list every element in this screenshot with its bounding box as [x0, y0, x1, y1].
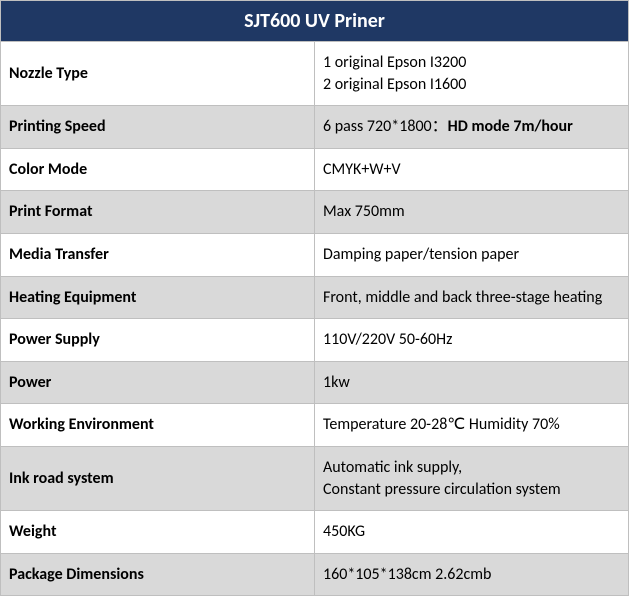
table-title: SJT600 UV Priner [1, 1, 629, 42]
spec-label: Printing Speed [1, 106, 315, 149]
spec-value-bold: HD mode 7m/hour [448, 117, 573, 136]
table-row: Power Supply 110V/220V 50-60Hz [1, 319, 629, 362]
table-row: Printing Speed 6 pass 720*1800：HD mode 7… [1, 106, 629, 149]
spec-value: 160*105*138cm 2.62cmb [315, 553, 629, 596]
spec-value-line: Automatic ink supply, [323, 458, 462, 477]
spec-label: Package Dimensions [1, 553, 315, 596]
spec-value-line: 2 original Epson I1600 [323, 75, 466, 94]
table-row: Media Transfer Damping paper/tension pap… [1, 233, 629, 276]
spec-label: Ink road system [1, 446, 315, 510]
table-row: Heating Equipment Front, middle and back… [1, 276, 629, 319]
spec-value: Damping paper/tension paper [315, 233, 629, 276]
table-row: Package Dimensions 160*105*138cm 2.62cmb [1, 553, 629, 596]
spec-value: 1kw [315, 361, 629, 404]
spec-value: 450KG [315, 511, 629, 554]
spec-value: CMYK+W+V [315, 148, 629, 191]
spec-label: Working Environment [1, 404, 315, 447]
spec-label: Weight [1, 511, 315, 554]
spec-value-line: 1 original Epson I3200 [323, 53, 466, 72]
table-row: Power 1kw [1, 361, 629, 404]
spec-label: Print Format [1, 191, 315, 234]
spec-value: 6 pass 720*1800：HD mode 7m/hour [315, 106, 629, 149]
table-row: Weight 450KG [1, 511, 629, 554]
spec-label: Nozzle Type [1, 42, 315, 106]
table-row: Color Mode CMYK+W+V [1, 148, 629, 191]
spec-value: 1 original Epson I3200 2 original Epson … [315, 42, 629, 106]
spec-value: Temperature 20-28℃ Humidity 70% [315, 404, 629, 447]
spec-label: Media Transfer [1, 233, 315, 276]
table-row: Nozzle Type 1 original Epson I3200 2 ori… [1, 42, 629, 106]
table-row: Ink road system Automatic ink supply, Co… [1, 446, 629, 510]
spec-value: Automatic ink supply, Constant pressure … [315, 446, 629, 510]
spec-value: 110V/220V 50-60Hz [315, 319, 629, 362]
spec-value-prefix: 6 pass 720*1800： [323, 117, 448, 136]
table-row: Working Environment Temperature 20-28℃ H… [1, 404, 629, 447]
title-row: SJT600 UV Priner [1, 1, 629, 42]
spec-label: Color Mode [1, 148, 315, 191]
spec-label: Power Supply [1, 319, 315, 362]
spec-label: Heating Equipment [1, 276, 315, 319]
spec-value: Max 750mm [315, 191, 629, 234]
spec-value-line: Constant pressure circulation system [323, 480, 561, 499]
spec-value: Front, middle and back three-stage heati… [315, 276, 629, 319]
spec-table: SJT600 UV Priner Nozzle Type 1 original … [0, 0, 629, 596]
spec-label: Power [1, 361, 315, 404]
table-row: Print Format Max 750mm [1, 191, 629, 234]
